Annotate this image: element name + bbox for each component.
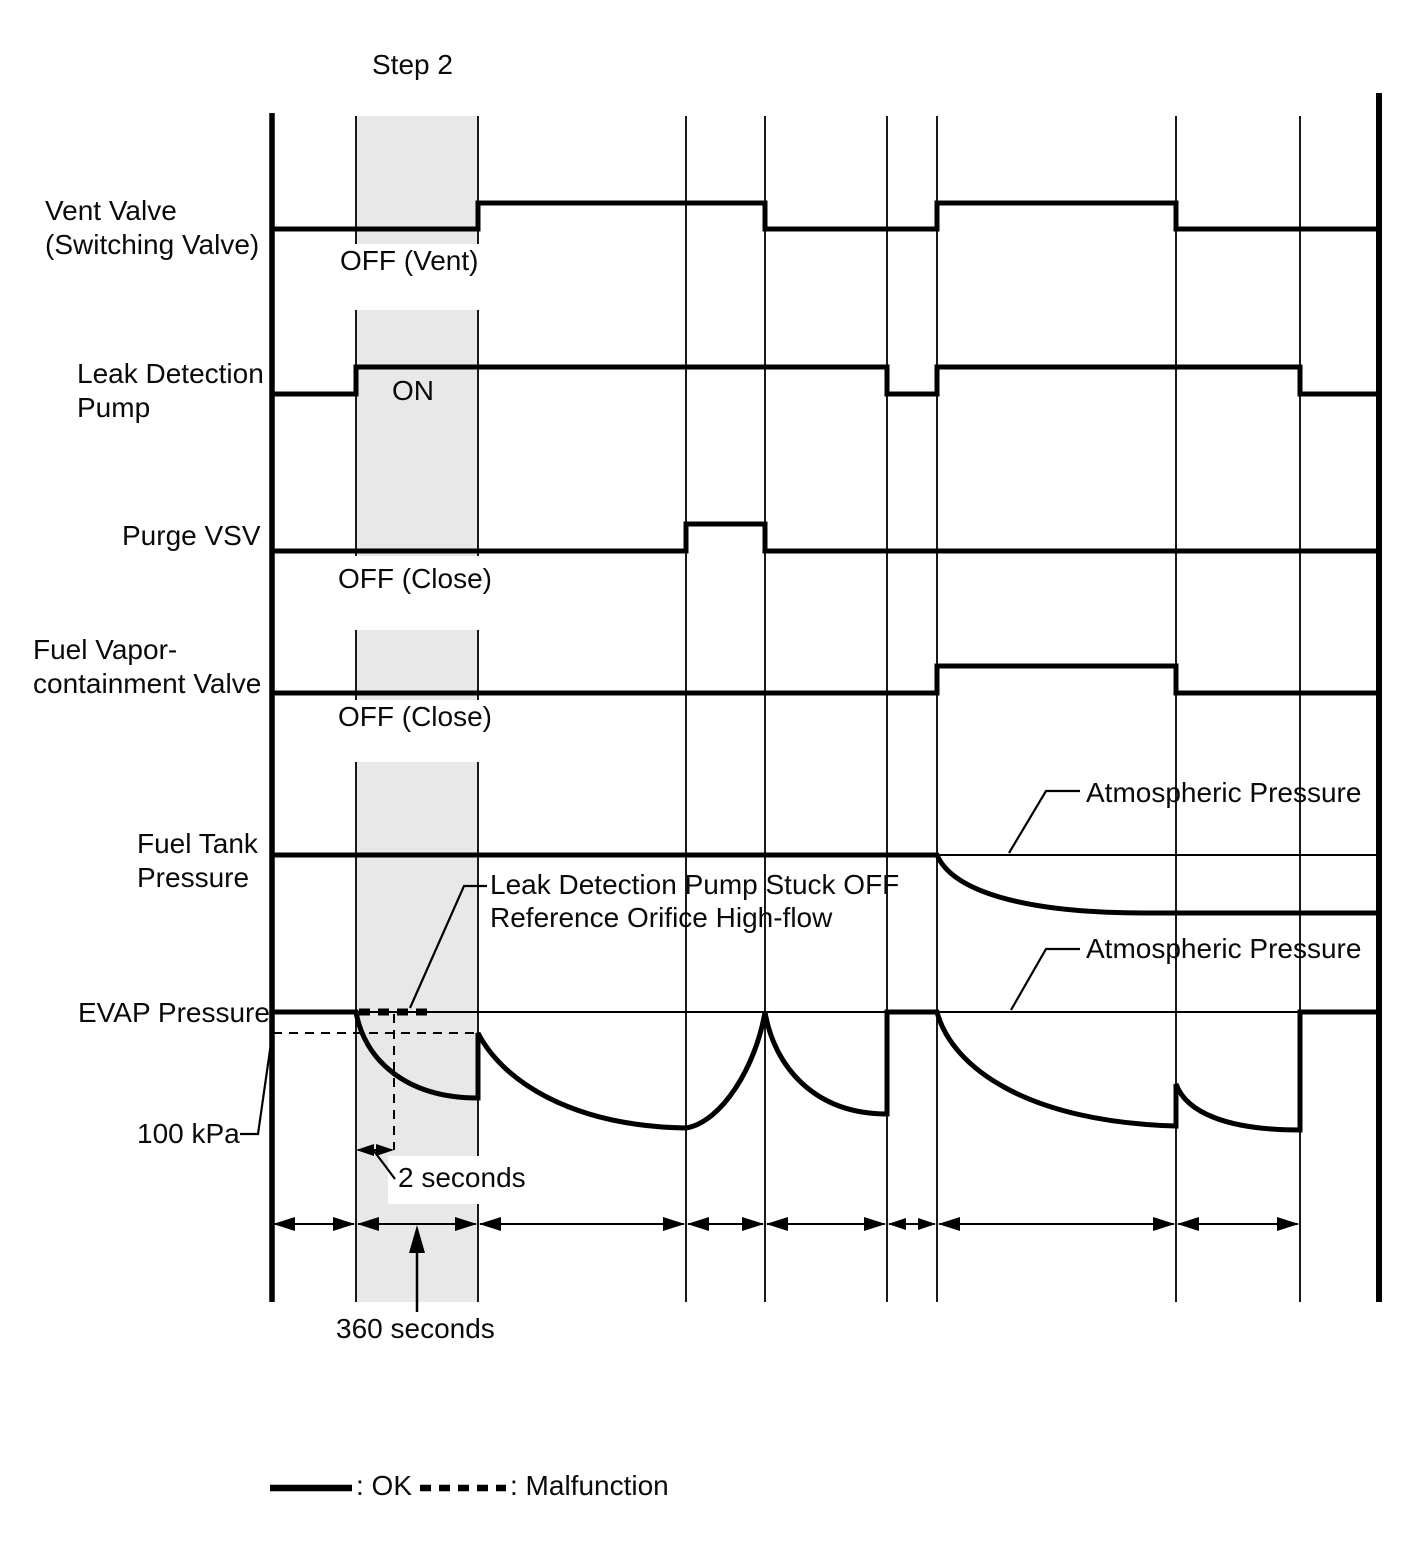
- reference-lines: [272, 854, 1379, 1150]
- atm-tank-leader: [1008, 789, 1080, 854]
- state-label-pump-on: ON: [392, 375, 434, 406]
- 2s-leader: [373, 1150, 396, 1180]
- row-label-fuel-tank-line1: Fuel Tank: [137, 828, 258, 859]
- leak-pump-waveform: [272, 364, 1379, 397]
- malfunction-leader: [408, 884, 487, 1009]
- atm-evap-leader: [1010, 947, 1080, 1011]
- row-label-vapor-valve-line1: Fuel Vapor-: [33, 634, 178, 665]
- row-label-fuel-tank-pressure: Fuel Tank Pressure: [137, 827, 258, 895]
- row-label-leak-pump: Leak Detection Pump: [77, 357, 264, 425]
- row-label-vent-valve: Vent Valve (Switching Valve): [45, 194, 259, 262]
- band-label-gaps: [332, 244, 538, 1204]
- row-label-vent-valve-line1: Vent Valve: [45, 195, 177, 226]
- malfunction-callout-line1: Leak Detection Pump Stuck OFF: [490, 869, 900, 900]
- state-label-vent-off: OFF (Vent): [340, 245, 479, 276]
- row-label-purge-vsv: Purge VSV: [122, 520, 261, 551]
- row-label-evap-pressure: EVAP Pressure: [78, 997, 270, 1028]
- legend-malfunction-label: : Malfunction: [510, 1470, 669, 1501]
- waveforms: [272, 200, 1379, 1133]
- interval-2s-label: 2 seconds: [398, 1162, 526, 1193]
- atmospheric-pressure-evap-label: Atmospheric Pressure: [1086, 933, 1362, 964]
- legend-ok-label: : OK: [356, 1470, 413, 1501]
- step-title: Step 2: [372, 49, 453, 80]
- row-label-leak-pump-line1: Leak Detection: [77, 358, 264, 389]
- row-label-leak-pump-line2: Pump: [77, 392, 151, 423]
- malfunction-callout: Leak Detection Pump Stuck OFF Reference …: [490, 868, 899, 934]
- 100kpa-leader: [240, 1035, 274, 1136]
- fuel-tank-pressure-curve: [272, 852, 1379, 916]
- state-label-vapor-off: OFF (Close): [338, 701, 492, 732]
- 2s-dimension-arrow: [356, 1144, 394, 1156]
- interval-360s-label: 360 seconds: [336, 1313, 495, 1344]
- 360s-arrow: [409, 1225, 425, 1312]
- state-label-purge-off: OFF (Close): [338, 563, 492, 594]
- row-label-vent-valve-line2: (Switching Valve): [45, 229, 260, 260]
- malfunction-callout-line2: Reference Orifice High-flow: [490, 902, 833, 933]
- callout-leaders: [240, 789, 1080, 1180]
- phase-dimension-arrows: [273, 1217, 1299, 1231]
- row-label-fuel-tank-line2: Pressure: [137, 862, 250, 893]
- frame: [269, 93, 1382, 1302]
- row-label-vapor-valve: Fuel Vapor- containment Valve: [33, 633, 261, 701]
- vent-valve-waveform: [272, 200, 1379, 232]
- evap-pressure-curve: [272, 1009, 1379, 1133]
- row-label-vapor-valve-line2: containment Valve: [33, 668, 262, 699]
- atmospheric-pressure-tank-label: Atmospheric Pressure: [1086, 777, 1362, 808]
- pressure-100kpa-label: 100 kPa: [137, 1118, 240, 1149]
- vapor-valve-waveform: [272, 663, 1379, 696]
- purge-vsv-waveform: [272, 521, 1379, 554]
